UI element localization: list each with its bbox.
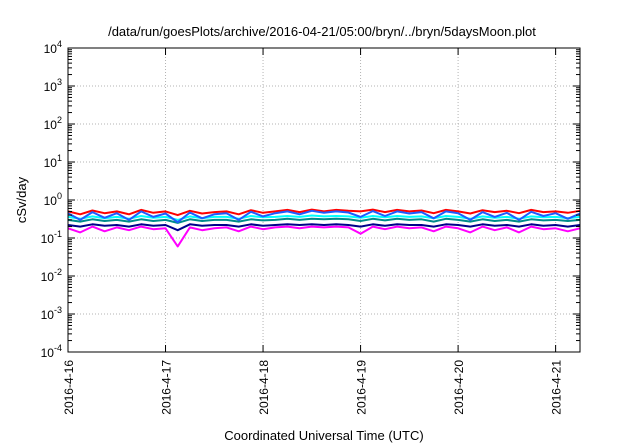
y-tick-label: 10-1 (41, 229, 62, 246)
series-line-2 (67, 225, 581, 248)
y-tick-label: 100 (44, 191, 62, 208)
series-group (67, 208, 581, 248)
chart-title: /data/run/goesPlots/archive/2016-04-21/0… (108, 24, 536, 39)
x-axis-ticks: 2016-4-16 2016-4-17 2016-4-18 2016-4-19 2016… (62, 48, 564, 415)
y-tick-label: 101 (44, 153, 62, 170)
y-axis-ticks: 10-4 10-3 10-2 10-1 100 101 102 103 104 (41, 39, 580, 360)
y-tick-label: 103 (44, 77, 62, 94)
x-tick-label: 2016-4-18 (257, 360, 271, 415)
x-tick-label: 2016-4-21 (550, 360, 564, 415)
y-axis-label: cSv/day (14, 176, 29, 223)
y-tick-label: 102 (44, 115, 62, 132)
series-line-1 (67, 208, 581, 217)
x-tick-label: 2016-4-20 (452, 360, 466, 415)
x-tick-label: 2016-4-19 (355, 360, 369, 415)
grid-lines (67, 48, 580, 352)
series-line-3 (67, 223, 581, 232)
y-tick-label: 10-2 (41, 267, 62, 284)
x-tick-label: 2016-4-16 (62, 360, 76, 415)
y-tick-label: 10-3 (41, 305, 62, 322)
series-line-6 (67, 209, 581, 224)
series-line-4 (67, 217, 581, 224)
y-tick-label: 104 (44, 39, 62, 56)
y-tick-label: 10-4 (41, 343, 62, 360)
x-axis-label: Coordinated Universal Time (UTC) (224, 428, 423, 443)
x-tick-label: 2016-4-17 (160, 360, 174, 415)
